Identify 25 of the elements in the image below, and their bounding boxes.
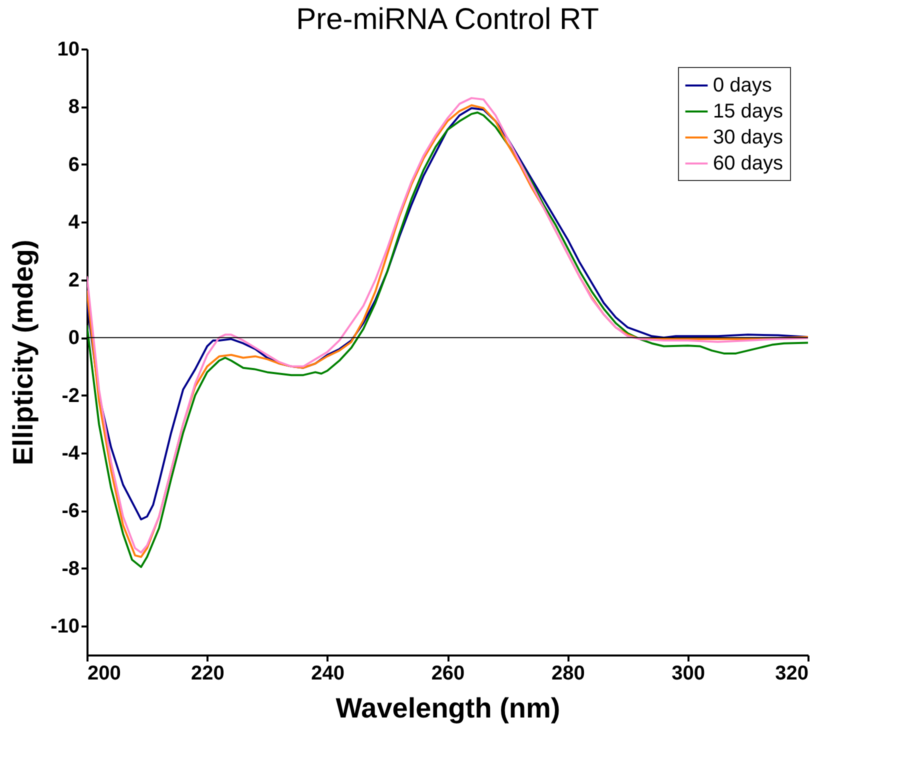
legend-label: 30 days: [713, 126, 784, 148]
y-tick-label: 6: [68, 154, 80, 176]
x-axis-title: Wavelength (nm): [336, 692, 560, 724]
legend-label: 15 days: [713, 100, 784, 122]
y-tick-label: -2: [62, 384, 80, 407]
y-tick-label: -4: [62, 442, 80, 464]
y-tick-label: -8: [62, 558, 80, 580]
y-tick-label: -6: [62, 500, 80, 522]
x-tick-label: 320: [775, 662, 808, 684]
y-tick-label: 0: [68, 327, 80, 350]
y-tick-label: 10: [57, 38, 80, 60]
x-tick-label: 280: [551, 662, 585, 684]
legend-label: 60 days: [713, 152, 784, 174]
x-tick-label: 200: [88, 662, 121, 684]
x-tick-label: 220: [190, 662, 224, 684]
y-tick-label: 8: [68, 96, 80, 118]
y-tick-label: -10: [50, 616, 80, 638]
y-tick-label: 2: [68, 269, 80, 292]
x-tick-label: 240: [311, 662, 345, 684]
chart-title: Pre-miRNA Control RT: [296, 3, 599, 36]
y-axis-title: Ellipticity (mdeg): [8, 240, 39, 466]
legend-label: 0 days: [713, 74, 772, 96]
x-tick-label: 300: [672, 662, 706, 684]
y-tick-label: 4: [68, 212, 80, 234]
x-tick-label: 260: [431, 662, 465, 684]
